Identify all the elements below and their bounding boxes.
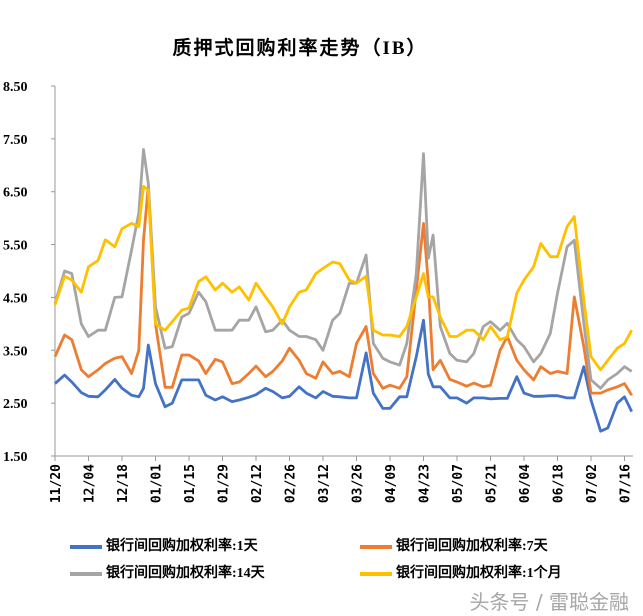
legend-item-1m: 银行间回购加权利率:1个月: [360, 565, 562, 583]
y-tick-label: 6.50: [3, 186, 28, 201]
legend-item-7d: 银行间回购加权利率:7天: [360, 538, 548, 556]
series-line-4: [53, 184, 633, 372]
legend-item-1d: 银行间回购加权利率:1天: [70, 538, 258, 556]
x-tick-label: 01/01: [150, 464, 165, 503]
x-tick-label: 01/29: [217, 464, 232, 503]
x-tick-label: 01/15: [183, 464, 198, 503]
legend-swatch-orange: [360, 545, 392, 549]
legend-swatch-gray: [70, 572, 102, 576]
x-tick-label: 02/12: [250, 464, 265, 503]
y-tick-label: 1.50: [3, 450, 28, 465]
x-tick-label: 07/16: [619, 464, 634, 503]
legend-label: 银行间回购加权利率:1天: [106, 539, 258, 554]
series-lines: [53, 147, 633, 433]
legend-item-14d: 银行间回购加权利率:14天: [70, 565, 265, 583]
x-tick-label: 06/18: [552, 464, 567, 503]
x-tick-label: 04/23: [418, 464, 433, 503]
series-line-1: [54, 318, 633, 433]
x-tick-label: 06/04: [518, 464, 533, 503]
y-tick-label: 8.50: [3, 80, 28, 95]
y-tick-label: 4.50: [3, 291, 28, 306]
x-tick-label: 12/04: [83, 464, 98, 503]
x-tick-label: 03/26: [351, 464, 366, 503]
series-line-3: [53, 147, 633, 390]
axes: 1.50 2.50 3.50 4.50 5.50 6.50 7.50 8.50 11/20 12/…: [3, 80, 634, 503]
legend-label: 银行间回购加权利率:1个月: [396, 566, 562, 581]
y-tick-label: 5.50: [3, 239, 28, 254]
x-tick-label: 05/07: [451, 464, 466, 503]
watermark: 头条号 / 雷聪金融: [469, 590, 629, 614]
x-tick-label: 11/20: [49, 464, 64, 503]
x-tick-label: 02/26: [284, 464, 299, 503]
y-tick-label: 3.50: [3, 344, 28, 359]
x-tick-label: 12/18: [116, 464, 131, 503]
series-line-2: [53, 184, 633, 396]
x-tick-label: 04/09: [384, 464, 399, 503]
y-tick-label: 7.50: [3, 133, 28, 148]
legend-swatch-yellow: [360, 572, 392, 576]
legend-swatch-blue: [70, 545, 102, 549]
legend-label: 银行间回购加权利率:7天: [396, 539, 548, 554]
y-tick-label: 2.50: [3, 397, 28, 412]
legend-label: 银行间回购加权利率:14天: [106, 566, 265, 581]
x-tick-label: 07/02: [585, 464, 600, 503]
x-tick-label: 05/21: [485, 464, 500, 503]
x-tick-label: 03/12: [317, 464, 332, 503]
chart-title: 质押式回购利率走势（IB）: [172, 38, 428, 59]
